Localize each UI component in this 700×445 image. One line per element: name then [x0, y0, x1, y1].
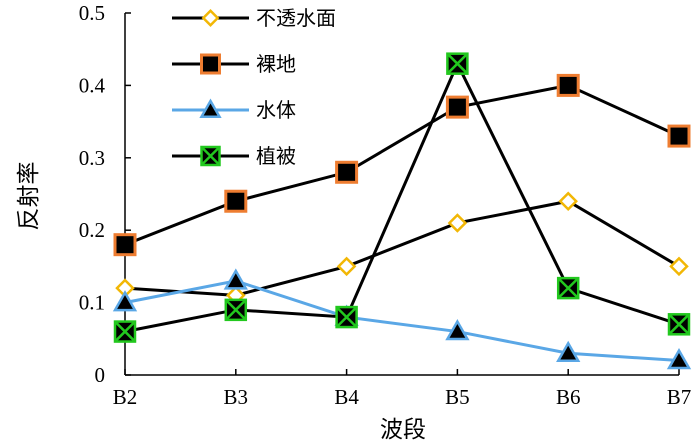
y-tick-label: 0.5 [79, 1, 105, 25]
legend-item: 植被 [172, 144, 296, 168]
series-4 [113, 52, 691, 343]
y-tick-label: 0.4 [79, 73, 106, 97]
x-tick-label: B2 [113, 385, 138, 409]
x-axis-title: 波段 [380, 417, 426, 443]
x-tick-label: B3 [224, 385, 249, 409]
square-marker [445, 95, 469, 119]
series-line [124, 199, 680, 297]
legend-item: 裸地 [172, 52, 296, 76]
x-square-marker-cross [668, 313, 690, 336]
triangle-marker [223, 268, 248, 290]
x-tick-label: B6 [556, 385, 581, 409]
triangle-marker [556, 340, 581, 363]
series-2 [113, 73, 691, 257]
diamond-marker [447, 213, 468, 233]
diamond-marker [669, 256, 689, 277]
y-tick-label: 0.1 [79, 291, 105, 315]
square-marker [200, 53, 221, 75]
diamond-marker [558, 191, 578, 212]
y-tick-label: 0.3 [79, 146, 105, 170]
series-line [124, 83, 680, 247]
series-line [124, 60, 680, 334]
square-marker [335, 160, 359, 184]
x-square-marker-cross [335, 306, 358, 328]
x-square-marker-cross [557, 277, 580, 300]
x-tick-label: B7 [667, 385, 692, 409]
y-tick-label: 0.2 [79, 218, 105, 242]
legend-label: 不透水面 [256, 6, 336, 30]
x-square-marker-cross [114, 320, 136, 343]
axes: 0 0.1 0.2 0.3 0.4 0.5 B2 B3 B4 B5 B6 B7 [79, 1, 692, 409]
triangle-marker [199, 98, 222, 118]
x-square-marker-cross [446, 52, 469, 75]
legend-item: 水体 [172, 98, 296, 122]
triangle-marker [666, 348, 692, 370]
diamond-marker [336, 256, 357, 277]
y-axis-title: 反射率 [16, 162, 42, 231]
x-square-marker-cross [200, 146, 221, 166]
series-1 [115, 191, 689, 306]
square-marker [224, 189, 248, 213]
square-marker [113, 233, 137, 257]
diamond-marker [201, 9, 220, 27]
triangle-marker [445, 319, 470, 341]
x-tick-label: B5 [445, 385, 470, 409]
legend-label: 水体 [256, 98, 296, 122]
series-3 [112, 268, 692, 370]
square-marker [556, 73, 580, 97]
y-tick-label: 0 [95, 363, 106, 387]
legend-label: 植被 [256, 144, 296, 168]
legend-item: 不透水面 [172, 6, 336, 30]
x-tick-label: B4 [334, 385, 359, 409]
series-group [112, 52, 692, 370]
square-marker [667, 124, 691, 148]
series-line [124, 279, 680, 363]
x-square-marker-cross [224, 298, 247, 321]
triangle-marker [112, 290, 138, 312]
legend-label: 裸地 [256, 52, 296, 76]
